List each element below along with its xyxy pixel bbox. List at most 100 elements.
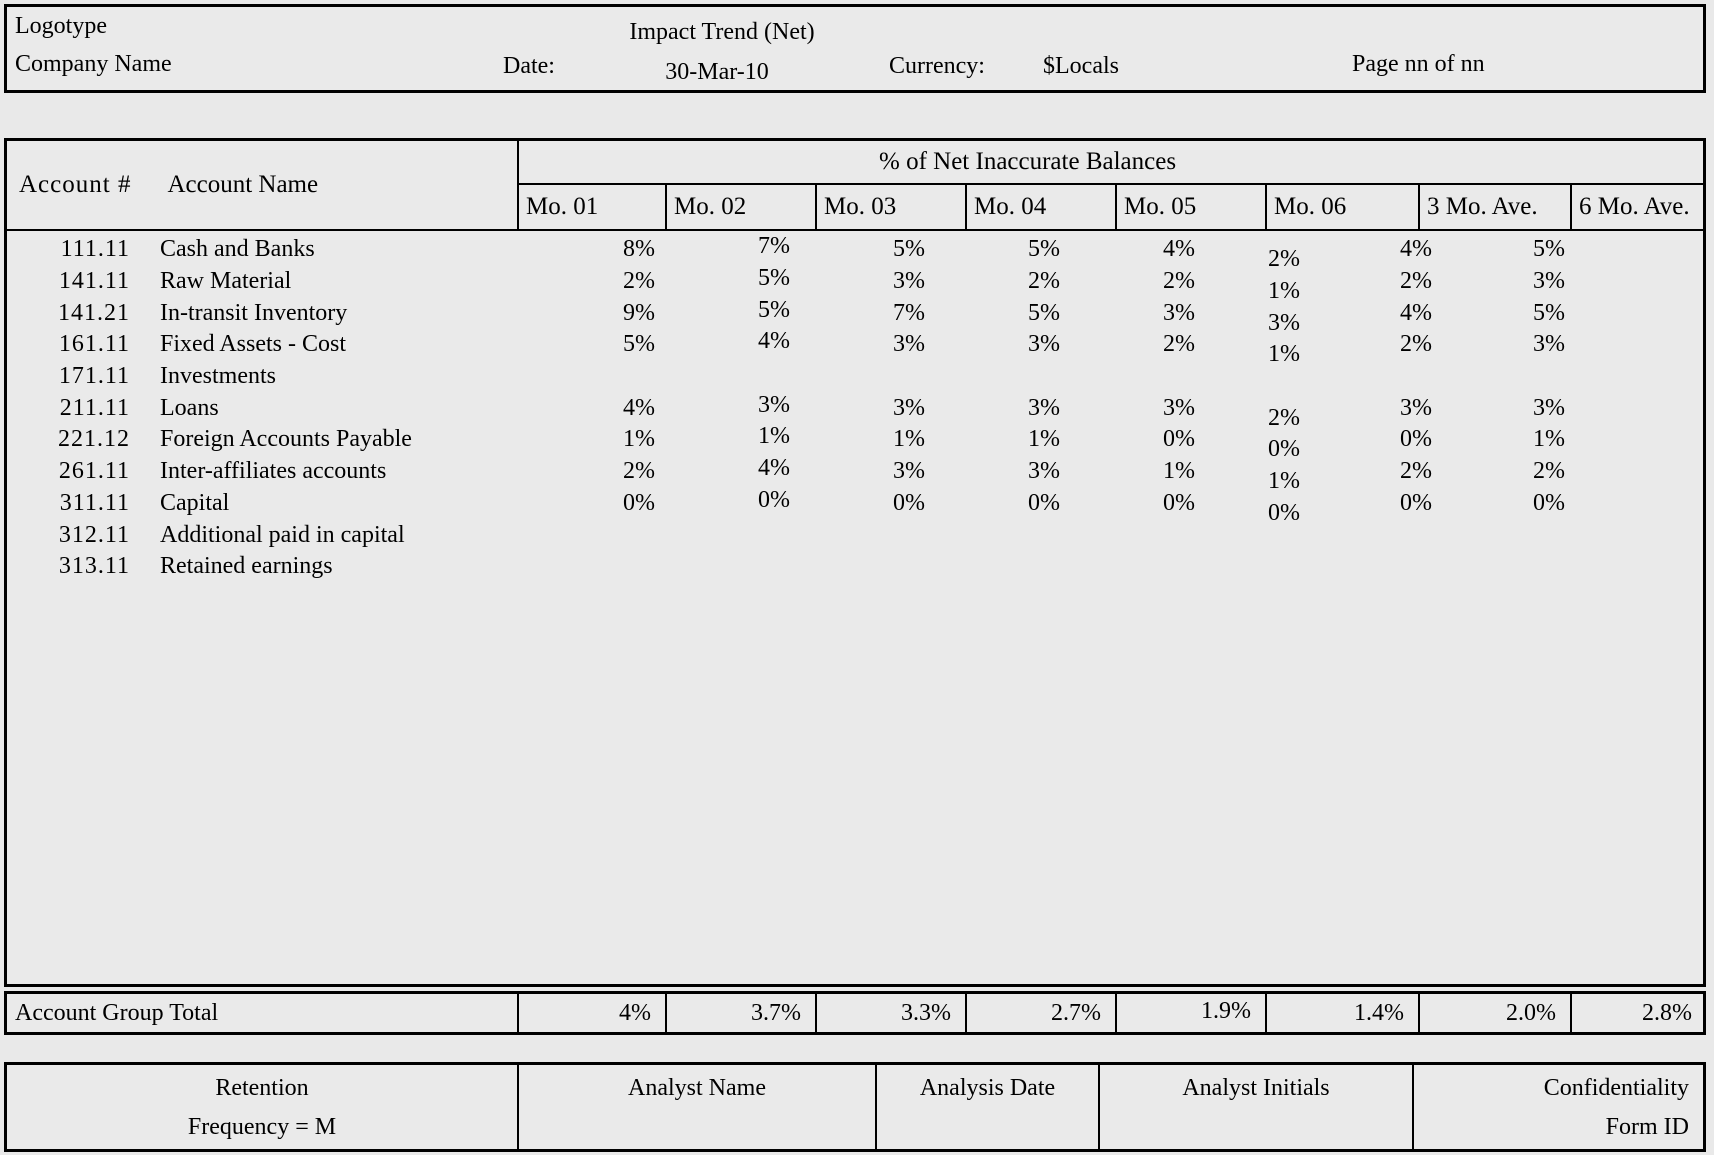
value-cell: 2% xyxy=(1028,268,1060,295)
value-cell: 2% xyxy=(1533,458,1565,485)
value-cell: 7% xyxy=(893,299,925,326)
table-row: 211.11 Loans 4% 3% 3% 3% 3% 2% 3% 3% xyxy=(7,391,1703,431)
currency-label: Currency: xyxy=(889,53,985,79)
value-cell: 4% xyxy=(1163,236,1195,263)
table-row: 313.11 Retained earnings xyxy=(7,551,1703,583)
value-cell: 0% xyxy=(1163,489,1195,516)
confidentiality-cell: Confidentiality Form ID xyxy=(1412,1065,1703,1149)
value-cell: 4% xyxy=(1400,236,1432,263)
value-cell: 3% xyxy=(893,394,925,421)
value-cell: 0% xyxy=(1268,436,1300,463)
analyst-initials-cell: Analyst Initials xyxy=(1098,1065,1412,1149)
account-name-header: Account Name xyxy=(167,171,319,198)
account-name: Investments xyxy=(160,363,276,390)
date-value: 30-Mar-10 xyxy=(665,59,769,85)
group-header: % of Net Inaccurate Balances xyxy=(517,141,1706,185)
value-cell: 0% xyxy=(1163,426,1195,453)
value-cell: 0% xyxy=(758,486,790,513)
total-label: Account Group Total xyxy=(15,999,219,1026)
value-cell: 3% xyxy=(893,268,925,295)
value-cell: 1% xyxy=(1028,426,1060,453)
account-name: Inter-affiliates accounts xyxy=(160,458,387,485)
value-cell: 3% xyxy=(1028,458,1060,485)
account-name: In-transit Inventory xyxy=(160,299,348,326)
table-row: 141.21 In-transit Inventory 9% 5% 7% 5% 3% 3%… xyxy=(7,297,1703,336)
total-value-cell: 2.8% xyxy=(1570,994,1706,1032)
value-cell: 9% xyxy=(623,299,655,326)
account-number: 111.11 xyxy=(60,236,130,263)
total-grid: Account Group Total 4% 3.7% 3.3% 2.7% 1.9% 1.… xyxy=(7,994,1703,1032)
value-cell: 3% xyxy=(893,458,925,485)
account-group-total-row: Account Group Total 4% 3.7% 3.3% 2.7% 1.9% 1.… xyxy=(4,991,1706,1035)
account-name: Raw Material xyxy=(160,268,292,295)
total-value-cell: 4% xyxy=(517,994,665,1032)
value-cell: 5% xyxy=(623,331,655,358)
value-cell: 1% xyxy=(1268,278,1300,305)
account-number: 311.11 xyxy=(59,489,130,516)
value-cell: 3% xyxy=(1028,331,1060,358)
value-cell: 3% xyxy=(1028,394,1060,421)
logotype: Logotype xyxy=(15,13,107,39)
currency-value: $Locals xyxy=(1043,53,1119,79)
total-value-cell: 2.0% xyxy=(1418,994,1570,1032)
table-row: 312.11 Additional paid in capital xyxy=(7,519,1703,551)
value-cell: 0% xyxy=(1268,499,1300,526)
value-cell: 0% xyxy=(1028,489,1060,516)
value-cell: 2% xyxy=(1400,331,1432,358)
value-cell: 2% xyxy=(1163,268,1195,295)
value-cell: 0% xyxy=(623,489,655,516)
account-number: 141.21 xyxy=(58,299,130,326)
table-row: 141.11 Raw Material 2% 5% 3% 2% 2% 1% 2% 3% xyxy=(7,265,1703,304)
value-cell: 7% xyxy=(758,233,790,260)
report-header: Logotype Company Name Impact Trend (Net)… xyxy=(4,4,1706,93)
value-cell: 5% xyxy=(1533,236,1565,263)
retention-label: Retention xyxy=(215,1075,309,1101)
table-header: Account # Account Name % of Net Inaccura… xyxy=(7,141,1706,231)
report-title: Impact Trend (Net) xyxy=(629,19,815,45)
account-name: Fixed Assets - Cost xyxy=(160,331,347,358)
value-cell: 3% xyxy=(1533,268,1565,295)
analyst-name-cell: Analyst Name xyxy=(517,1065,875,1149)
account-number: 261.11 xyxy=(58,458,130,485)
value-cell: 2% xyxy=(1268,246,1300,273)
column-header: 3 Mo. Ave. xyxy=(1418,185,1570,229)
value-cell: 8% xyxy=(623,236,655,263)
account-number: 211.11 xyxy=(59,394,130,421)
value-cell: 3% xyxy=(1533,394,1565,421)
total-value-cell: 1.4% xyxy=(1265,994,1418,1032)
value-cell: 3% xyxy=(758,391,790,418)
total-value-cell: 3.3% xyxy=(815,994,965,1032)
value-cell: 4% xyxy=(758,328,790,355)
analysis-date-cell: Analysis Date xyxy=(875,1065,1098,1149)
account-number: 313.11 xyxy=(58,553,130,580)
value-cell: 5% xyxy=(1028,236,1060,263)
account-number: 161.11 xyxy=(58,331,130,358)
value-cell: 0% xyxy=(893,489,925,516)
value-cell: 3% xyxy=(1268,309,1300,336)
total-value-cell: 1.9% xyxy=(1115,994,1265,1032)
value-cell: 5% xyxy=(1533,299,1565,326)
table-row: 161.11 Fixed Assets - Cost 5% 4% 3% 3% 2% 1% 2… xyxy=(7,328,1703,367)
account-name: Loans xyxy=(160,394,219,421)
table-row: 221.12 Foreign Accounts Payable 1% 1% 1% 1%… xyxy=(7,423,1703,462)
account-number: 221.12 xyxy=(58,426,130,453)
value-cell: 5% xyxy=(1028,299,1060,326)
value-cell: 3% xyxy=(1400,394,1432,421)
column-header: Mo. 05 xyxy=(1115,185,1265,229)
retention-frequency: Frequency = M xyxy=(187,1114,337,1140)
date-label: Date: xyxy=(503,53,555,79)
footer-grid: Retention Frequency = M Analyst Name Ana… xyxy=(7,1065,1703,1149)
column-header: Mo. 03 xyxy=(815,185,965,229)
value-cell: 1% xyxy=(893,426,925,453)
column-header: Mo. 04 xyxy=(965,185,1115,229)
value-cell: 5% xyxy=(893,236,925,263)
account-number: 171.11 xyxy=(58,363,130,390)
value-cell: 1% xyxy=(1268,341,1300,368)
total-value-cell: 2.7% xyxy=(965,994,1115,1032)
value-cell: 3% xyxy=(1533,331,1565,358)
table-row: 171.11 Investments xyxy=(7,361,1703,393)
value-cell: 2% xyxy=(623,268,655,295)
account-name: Capital xyxy=(160,489,230,516)
value-cell: 2% xyxy=(1163,331,1195,358)
table-row: 111.11 Cash and Banks 8% 7% 5% 5% 4% 2% 4% 5% xyxy=(7,233,1703,272)
